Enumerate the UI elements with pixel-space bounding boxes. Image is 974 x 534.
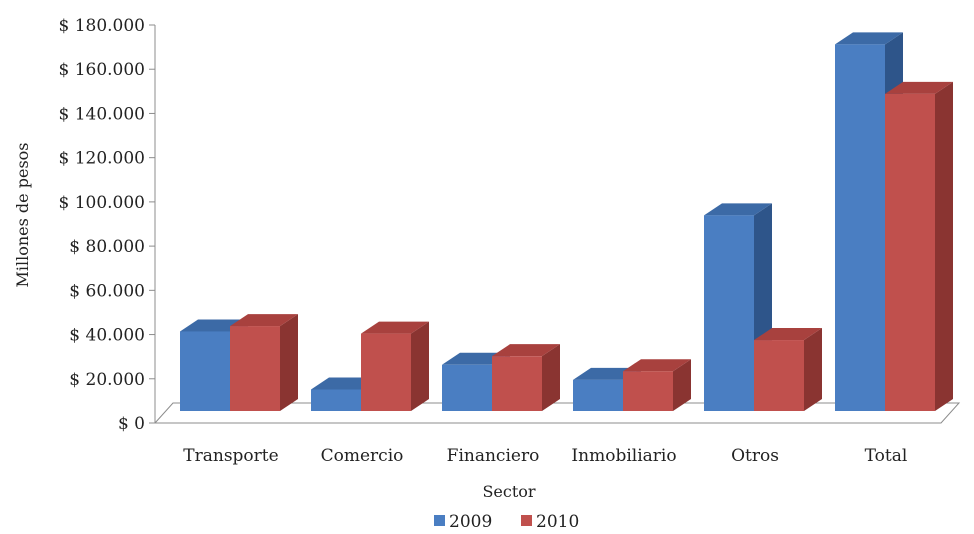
x-axis-title: Sector bbox=[482, 482, 535, 501]
bar-front bbox=[623, 371, 673, 411]
bar-front bbox=[704, 215, 754, 411]
bar-side bbox=[804, 328, 822, 411]
y-tick-label: $ 140.000 bbox=[58, 104, 145, 124]
legend-swatch-2010 bbox=[521, 515, 532, 526]
bar-front bbox=[754, 340, 804, 411]
y-tick-label: $ 60.000 bbox=[69, 281, 145, 301]
x-tick-label: Otros bbox=[731, 446, 779, 466]
bar-top bbox=[835, 32, 903, 45]
x-tick-label: Total bbox=[865, 446, 908, 466]
y-tick-label: $ 180.000 bbox=[58, 16, 145, 36]
bar-series bbox=[180, 32, 953, 412]
legend-label-2009: 2009 bbox=[449, 512, 492, 532]
bar-front bbox=[311, 389, 361, 411]
bar-top bbox=[885, 81, 953, 94]
y-tick-label: $ 80.000 bbox=[69, 237, 145, 257]
y-axis-title: Millones de pesos bbox=[13, 143, 32, 288]
bar-2010-financiero bbox=[492, 344, 560, 411]
bar-front bbox=[835, 44, 885, 412]
bar-top bbox=[361, 321, 429, 334]
bar-front bbox=[492, 356, 542, 411]
bar-2010-total bbox=[885, 81, 953, 411]
x-tick-label: Transporte bbox=[183, 446, 278, 466]
bar-front bbox=[230, 326, 280, 411]
legend-swatch-2009 bbox=[434, 515, 445, 526]
bar-side bbox=[935, 81, 953, 411]
bar-front bbox=[573, 379, 623, 411]
y-tick-label: $ 20.000 bbox=[69, 370, 145, 390]
bar-top bbox=[623, 359, 691, 372]
bar-top bbox=[704, 203, 772, 216]
y-tick-label: $ 120.000 bbox=[58, 149, 145, 169]
x-tick-labels: Transporte Comercio Financiero Inmobiliario… bbox=[183, 446, 907, 466]
x-tick-label: Comercio bbox=[321, 446, 404, 466]
bar-2010-inmobiliario bbox=[623, 359, 691, 411]
bar-top bbox=[754, 328, 822, 341]
bar-front bbox=[885, 93, 935, 411]
y-tick-label: $ 100.000 bbox=[58, 193, 145, 213]
bar-front bbox=[361, 333, 411, 411]
bar-side bbox=[280, 314, 298, 411]
bar-2010-comercio bbox=[361, 321, 429, 411]
y-tick-label: $ 0 bbox=[118, 414, 145, 434]
legend: 2009 2010 bbox=[434, 512, 579, 532]
bar-front bbox=[442, 364, 492, 411]
bar-side bbox=[411, 321, 429, 411]
y-tick-labels: $ 0 $ 20.000 $ 40.000 $ 60.000 $ 80.000 $ 100… bbox=[58, 16, 155, 434]
legend-label-2010: 2010 bbox=[536, 512, 579, 532]
bar-front bbox=[180, 331, 230, 411]
y-tick-label: $ 40.000 bbox=[69, 326, 145, 346]
bar-2010-otros bbox=[754, 328, 822, 411]
y-tick-label: $ 160.000 bbox=[58, 60, 145, 80]
bar-2010-transporte bbox=[230, 314, 298, 411]
x-tick-label: Financiero bbox=[447, 446, 540, 466]
bar-side bbox=[542, 344, 560, 411]
bar-top bbox=[230, 314, 298, 327]
bar-top bbox=[492, 344, 560, 357]
x-tick-label: Inmobiliario bbox=[571, 446, 676, 466]
bar-side bbox=[673, 359, 691, 411]
